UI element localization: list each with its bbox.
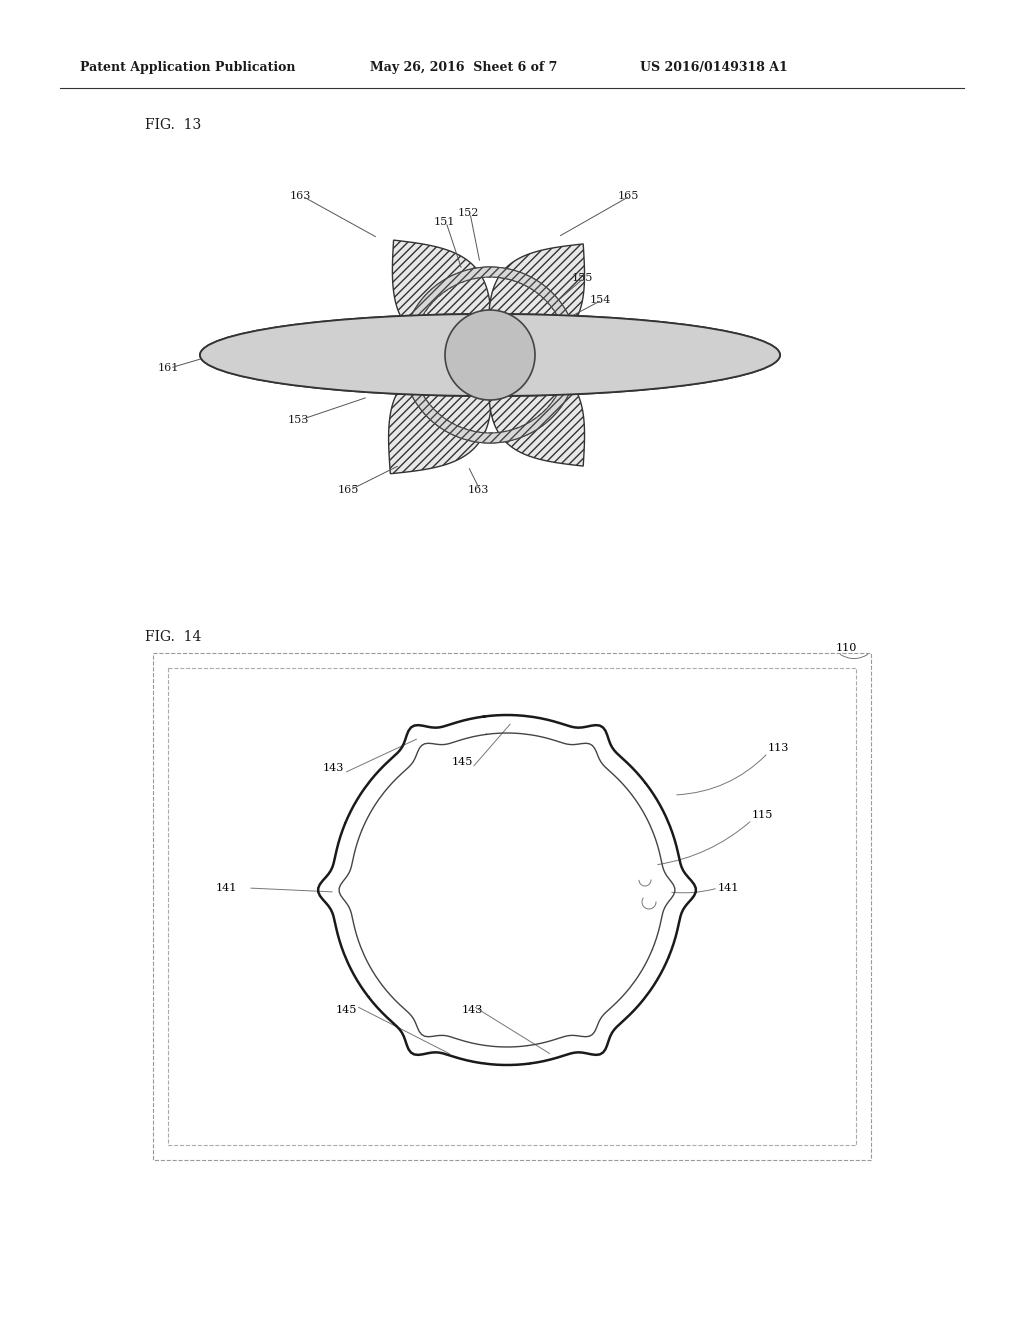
Text: 110: 110 [836, 643, 857, 653]
Text: 141: 141 [718, 883, 738, 894]
Text: May 26, 2016  Sheet 6 of 7: May 26, 2016 Sheet 6 of 7 [370, 62, 557, 74]
Text: 155: 155 [571, 273, 593, 282]
Ellipse shape [200, 314, 780, 396]
Text: 163: 163 [290, 191, 310, 201]
Text: 152: 152 [458, 209, 478, 218]
Text: 113: 113 [768, 743, 790, 752]
Bar [153, 653, 871, 1160]
Polygon shape [388, 355, 492, 474]
Text: 161: 161 [729, 363, 751, 374]
Polygon shape [402, 267, 578, 355]
Text: 165: 165 [337, 484, 358, 495]
Ellipse shape [200, 314, 780, 396]
Text: FIG.  13: FIG. 13 [145, 117, 202, 132]
Text: 143: 143 [462, 1005, 482, 1015]
Text: US 2016/0149318 A1: US 2016/0149318 A1 [640, 62, 787, 74]
Text: 154: 154 [590, 294, 610, 305]
Text: 143: 143 [323, 763, 344, 774]
Text: 153: 153 [288, 414, 308, 425]
Polygon shape [402, 355, 578, 444]
Text: 151: 151 [433, 216, 455, 227]
Text: 115: 115 [752, 810, 773, 820]
Text: Patent Application Publication: Patent Application Publication [80, 62, 296, 74]
Polygon shape [392, 240, 492, 355]
Text: 163: 163 [467, 484, 488, 495]
Text: 145: 145 [452, 756, 473, 767]
Ellipse shape [445, 310, 535, 400]
Polygon shape [488, 244, 585, 355]
Text: 145: 145 [335, 1005, 356, 1015]
Text: 161: 161 [158, 363, 178, 374]
Bar [168, 668, 856, 1144]
Text: 165: 165 [617, 191, 639, 201]
Polygon shape [488, 355, 585, 466]
Text: FIG.  14: FIG. 14 [145, 630, 202, 644]
Text: 141: 141 [215, 883, 237, 894]
